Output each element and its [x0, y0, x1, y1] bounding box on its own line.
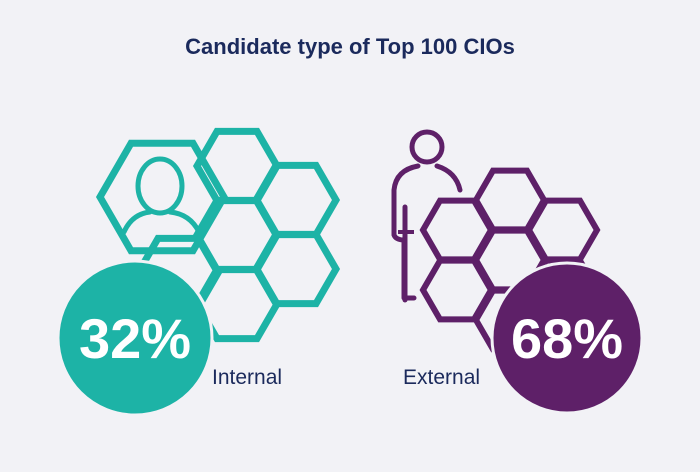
category-label-internal: Internal: [212, 366, 282, 389]
pie-slice-internal: [56, 259, 214, 417]
hexagon: [95, 139, 229, 255]
person-body-icon: [391, 163, 463, 301]
person-head-icon: [409, 129, 445, 165]
chart-title: Candidate type of Top 100 CIOs: [185, 34, 515, 59]
person-head-icon: [135, 156, 185, 216]
internal-group: 32% Internal: [56, 127, 341, 417]
value-label-external: 68%: [511, 307, 623, 370]
external-group: 68% External: [391, 129, 644, 415]
pie-slice-external: [490, 261, 644, 415]
category-label-external: External: [403, 366, 480, 389]
person-shoulders-icon: [121, 209, 202, 235]
value-label-internal: 32%: [79, 307, 191, 370]
